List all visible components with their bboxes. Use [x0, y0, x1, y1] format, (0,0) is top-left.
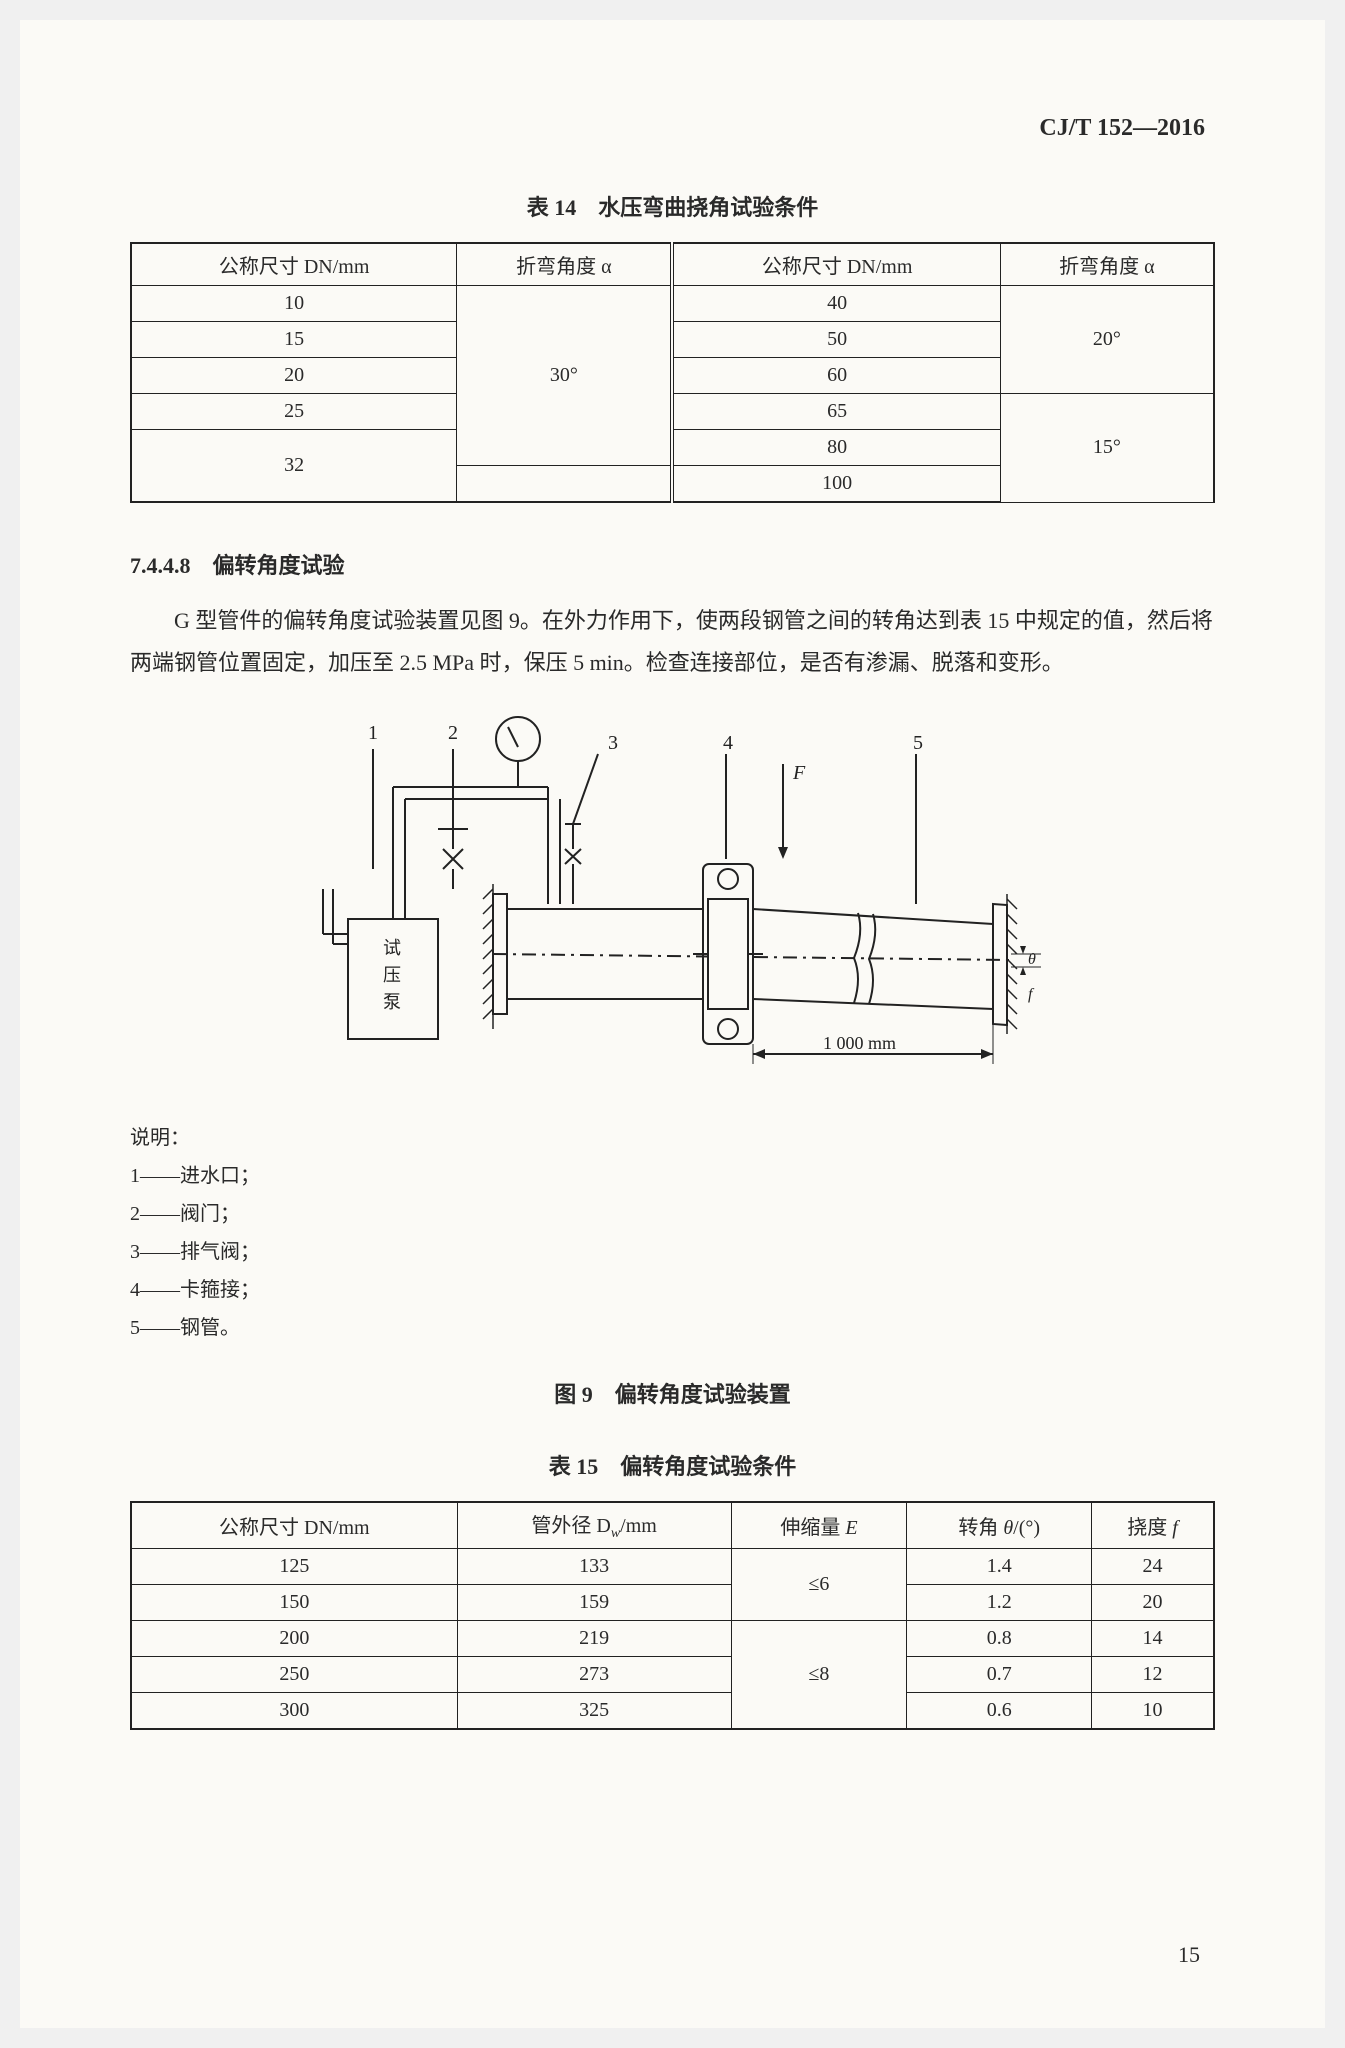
table-cell: 60: [672, 358, 1000, 394]
table14: 公称尺寸 DN/mm 折弯角度 α 公称尺寸 DN/mm 折弯角度 α 10 3…: [130, 242, 1215, 503]
table14-header-angle-right: 折弯角度 α: [1000, 243, 1214, 286]
table15-header-f: 挠度 f: [1092, 1502, 1214, 1549]
svg-text:5: 5: [913, 732, 923, 754]
svg-text:3: 3: [608, 732, 618, 754]
table-cell: 20: [1092, 1584, 1214, 1620]
table-cell: 15: [131, 322, 457, 358]
figure9: 1 2 3 4 5 F 试 压 泵: [130, 709, 1215, 1099]
table-cell: 12: [1092, 1656, 1214, 1692]
table15-caption: 表 15 偏转角度试验条件: [130, 1449, 1215, 1481]
legend-item: 3——排气阀；: [130, 1233, 1215, 1271]
table-cell: 0.8: [907, 1620, 1092, 1656]
table-cell: ≤6: [731, 1548, 907, 1620]
table-cell: 20: [131, 358, 457, 394]
page-number: 15: [1178, 1942, 1200, 1968]
table-cell: 40: [672, 286, 1000, 322]
table15-header-e: 伸缩量 E: [731, 1502, 907, 1549]
table-cell: 14: [1092, 1620, 1214, 1656]
table15-header-dn: 公称尺寸 DN/mm: [131, 1502, 457, 1549]
table14-caption: 表 14 水压弯曲挠角试验条件: [130, 190, 1215, 222]
figure9-caption: 图 9 偏转角度试验装置: [130, 1377, 1215, 1409]
table14-header-dn-right: 公称尺寸 DN/mm: [672, 243, 1000, 286]
table-cell: 50: [672, 322, 1000, 358]
table-cell: 273: [457, 1656, 731, 1692]
table-cell: 10: [131, 286, 457, 322]
table-cell: 24: [1092, 1548, 1214, 1584]
section-paragraph: G 型管件的偏转角度试验装置见图 9。在外力作用下，使两段钢管之间的转角达到表 …: [130, 600, 1215, 684]
table-cell: 30°: [457, 286, 673, 466]
table-cell: 219: [457, 1620, 731, 1656]
legend-item: 1——进水口；: [130, 1157, 1215, 1195]
table-cell: 1.4: [907, 1548, 1092, 1584]
table-cell: 80: [672, 430, 1000, 466]
table14-header-dn-left: 公称尺寸 DN/mm: [131, 243, 457, 286]
section-heading: 7.4.4.8 偏转角度试验: [130, 548, 1215, 580]
table-cell: 150: [131, 1584, 457, 1620]
table-cell: 200: [131, 1620, 457, 1656]
table-cell: 10: [1092, 1692, 1214, 1729]
svg-text:4: 4: [723, 732, 733, 754]
svg-text:泵: 泵: [383, 992, 401, 1012]
legend-item: 4——卡箍接；: [130, 1271, 1215, 1309]
table-cell: 32: [131, 430, 457, 503]
table14-header-angle-left: 折弯角度 α: [457, 243, 673, 286]
svg-text:压: 压: [383, 965, 401, 985]
table-cell: 0.7: [907, 1656, 1092, 1692]
table15: 公称尺寸 DN/mm 管外径 Dw/mm 伸缩量 E 转角 θ/(°) 挠度 f…: [130, 1501, 1215, 1730]
svg-text:f: f: [1028, 986, 1035, 1003]
table15-header-dw: 管外径 Dw/mm: [457, 1502, 731, 1549]
svg-text:θ: θ: [1028, 951, 1036, 968]
table-cell: 133: [457, 1548, 731, 1584]
svg-text:1 000 mm: 1 000 mm: [823, 1033, 896, 1053]
table-cell: 300: [131, 1692, 457, 1729]
table-cell: 250: [131, 1656, 457, 1692]
document-code: CJ/T 152—2016: [1039, 115, 1205, 142]
table-cell: 20°: [1000, 286, 1214, 394]
table-cell: 0.6: [907, 1692, 1092, 1729]
legend-item: 2——阀门；: [130, 1195, 1215, 1233]
legend-title: 说明：: [130, 1119, 1215, 1157]
table15-header-theta: 转角 θ/(°): [907, 1502, 1092, 1549]
table-cell: [457, 466, 673, 503]
svg-text:F: F: [792, 762, 806, 784]
table-cell: 325: [457, 1692, 731, 1729]
table-cell: 100: [672, 466, 1000, 503]
figure9-svg: 1 2 3 4 5 F 试 压 泵: [293, 709, 1053, 1099]
table-cell: 65: [672, 394, 1000, 430]
table-cell: ≤8: [731, 1620, 907, 1729]
table-cell: 15°: [1000, 394, 1214, 503]
table-cell: 25: [131, 394, 457, 430]
svg-text:试: 试: [383, 938, 401, 958]
svg-text:1: 1: [368, 722, 378, 744]
table-cell: 159: [457, 1584, 731, 1620]
table-cell: 1.2: [907, 1584, 1092, 1620]
figure9-legend: 说明： 1——进水口； 2——阀门； 3——排气阀； 4——卡箍接； 5——钢管…: [130, 1119, 1215, 1347]
table-cell: 125: [131, 1548, 457, 1584]
legend-item: 5——钢管。: [130, 1309, 1215, 1347]
document-page: CJ/T 152—2016 表 14 水压弯曲挠角试验条件 公称尺寸 DN/mm…: [20, 20, 1325, 2028]
svg-text:2: 2: [448, 722, 458, 744]
